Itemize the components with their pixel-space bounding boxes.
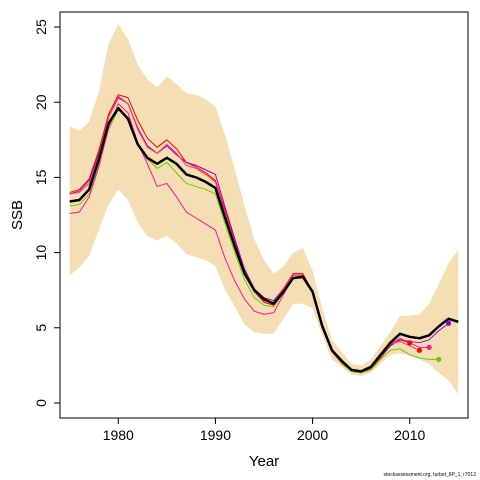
x-tick-label-1980: 1980 bbox=[103, 427, 134, 443]
y-tick-label-10: 10 bbox=[33, 245, 49, 261]
retro-endpoint-1 bbox=[416, 347, 423, 353]
y-tick-label-15: 15 bbox=[33, 169, 49, 185]
x-axis: 1980 1990 2000 2010 bbox=[103, 418, 425, 443]
confidence-band bbox=[69, 24, 459, 394]
y-tick-label-5: 5 bbox=[33, 324, 49, 332]
y-tick-label-25: 25 bbox=[33, 19, 49, 35]
y-tick-label-20: 20 bbox=[33, 94, 49, 110]
x-tick-label-2000: 2000 bbox=[297, 427, 328, 443]
x-tick-label-1990: 1990 bbox=[200, 427, 231, 443]
retro-endpoint-2 bbox=[426, 344, 432, 350]
y-tick-label-0: 0 bbox=[33, 399, 49, 407]
y-axis: 0 5 10 15 20 25 bbox=[33, 19, 60, 407]
x-tick-label-2010: 2010 bbox=[394, 427, 425, 443]
y-axis-title: SSB bbox=[9, 200, 26, 230]
endpoint-markers-layer bbox=[407, 320, 452, 362]
retro-endpoint-4 bbox=[445, 320, 452, 326]
plot-frame bbox=[59, 11, 469, 419]
series-lines-layer bbox=[69, 94, 459, 374]
ssb-estimate-line bbox=[69, 106, 459, 373]
credit-text: stockassessment.org, turbot_IIP_1, r7012 bbox=[383, 472, 476, 478]
confidence-band-layer bbox=[69, 24, 459, 394]
retro-endpoint-0 bbox=[407, 340, 413, 346]
retro-endpoint-3 bbox=[436, 356, 442, 362]
x-axis-title: Year bbox=[249, 453, 279, 470]
